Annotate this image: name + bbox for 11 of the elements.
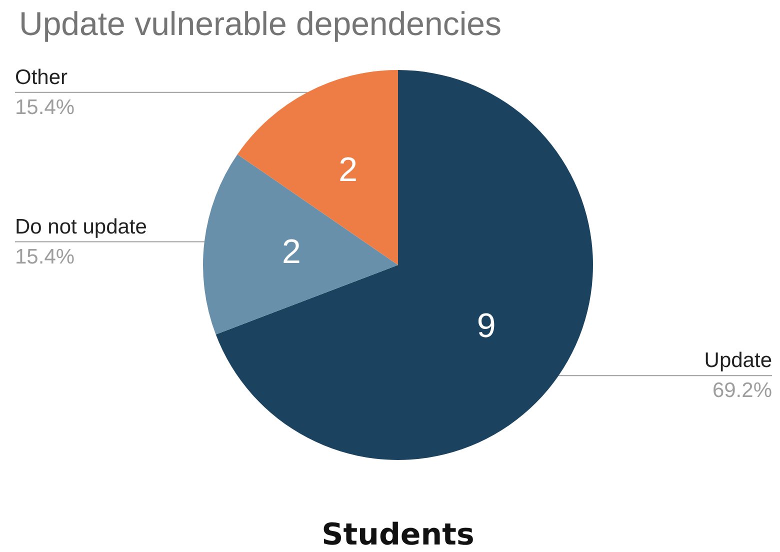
data-label: 69.2%	[712, 379, 772, 402]
text: 2	[282, 233, 301, 272]
slice-label: Other	[15, 66, 68, 89]
slice-label: Update	[704, 349, 772, 372]
data-label: 15.4%	[15, 96, 75, 119]
text: 2	[338, 151, 358, 190]
data-label: 15.4%	[15, 245, 75, 268]
text: 9	[476, 306, 496, 345]
slice-label: Do not update	[15, 215, 147, 238]
text: Students	[322, 518, 474, 552]
chart-title: Update vulnerable dependencies	[19, 5, 502, 42]
